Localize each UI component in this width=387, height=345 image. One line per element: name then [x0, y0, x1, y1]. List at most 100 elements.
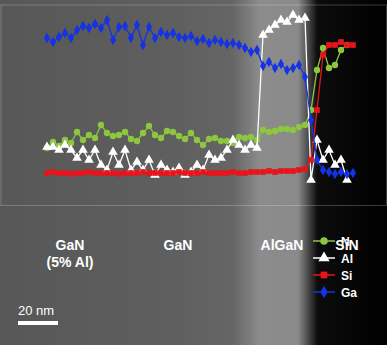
data-point — [314, 67, 320, 73]
data-point — [324, 144, 334, 152]
data-point — [74, 25, 80, 36]
data-point — [98, 122, 104, 128]
data-point — [146, 22, 152, 33]
data-point — [200, 142, 206, 148]
data-point — [248, 134, 254, 140]
data-point — [212, 135, 218, 141]
data-point — [164, 128, 170, 134]
data-point — [44, 170, 50, 176]
data-point — [108, 146, 118, 154]
data-point — [164, 170, 170, 176]
data-point — [332, 169, 338, 180]
data-point — [242, 43, 248, 54]
data-point — [116, 22, 122, 33]
data-point — [50, 169, 56, 175]
data-point — [96, 159, 106, 167]
data-point — [62, 170, 68, 176]
data-point — [182, 170, 188, 176]
data-point — [228, 134, 238, 142]
legend-item: Si — [313, 269, 352, 283]
data-point — [122, 21, 128, 32]
data-point — [218, 138, 224, 144]
legend-marker — [320, 237, 328, 245]
data-point — [110, 133, 116, 139]
data-point — [320, 165, 326, 176]
data-point — [188, 31, 194, 42]
region-label-line: AlGaN — [261, 237, 304, 253]
data-point — [218, 170, 224, 176]
data-point — [140, 40, 146, 51]
region-label: AlGaN — [261, 237, 304, 253]
data-point — [204, 149, 214, 157]
region-label-line: (5% Al) — [47, 254, 94, 270]
data-point — [230, 38, 236, 49]
data-point — [234, 139, 244, 147]
data-point — [344, 42, 350, 48]
data-point — [338, 39, 344, 45]
data-point — [116, 171, 122, 177]
data-point — [296, 60, 302, 71]
data-point — [284, 168, 290, 174]
data-point — [212, 35, 218, 46]
data-point — [120, 144, 130, 152]
data-point — [344, 169, 350, 180]
data-point — [132, 156, 142, 164]
data-point — [288, 9, 298, 17]
series-line — [47, 45, 347, 148]
data-point — [326, 42, 332, 48]
data-point — [218, 37, 224, 48]
data-point — [68, 33, 74, 44]
data-point — [84, 154, 94, 162]
data-point — [332, 42, 338, 48]
axis-line — [1, 6, 2, 206]
data-point — [92, 135, 98, 141]
data-point — [86, 23, 92, 34]
region-label-line: GaN — [56, 237, 85, 253]
legend-item: Al — [313, 251, 353, 265]
data-point — [68, 171, 74, 177]
series-line — [47, 15, 347, 180]
data-point — [248, 47, 254, 58]
data-point — [278, 59, 284, 70]
data-point — [242, 170, 248, 176]
data-point — [302, 72, 308, 83]
axis-line — [1, 205, 387, 206]
data-point — [98, 23, 104, 34]
data-point — [194, 137, 200, 143]
data-point — [182, 33, 188, 44]
data-point — [80, 21, 86, 32]
data-point — [314, 107, 320, 113]
data-point — [164, 30, 170, 41]
data-point — [176, 133, 182, 139]
data-point — [60, 139, 70, 147]
data-point — [86, 169, 92, 175]
data-point — [128, 136, 134, 142]
background — [0, 0, 387, 345]
data-point — [284, 65, 290, 76]
data-point — [152, 33, 158, 44]
data-point — [152, 170, 158, 176]
data-point — [134, 20, 140, 31]
data-point — [200, 169, 206, 175]
data-point — [252, 142, 262, 150]
data-point — [152, 132, 158, 138]
data-point — [266, 129, 272, 135]
data-point — [114, 159, 124, 167]
data-point — [350, 42, 356, 48]
data-point — [332, 62, 338, 68]
data-point — [176, 32, 182, 43]
series-line — [47, 42, 353, 174]
data-point — [336, 154, 346, 162]
data-point — [90, 144, 100, 152]
region-label: GaN — [164, 237, 193, 253]
legend-marker — [318, 251, 329, 261]
data-point — [272, 128, 278, 134]
data-point — [158, 135, 164, 141]
data-point — [192, 159, 202, 167]
data-point — [92, 19, 98, 30]
data-point — [158, 27, 164, 38]
legend-label: Al — [341, 252, 353, 266]
scale-bar — [18, 321, 58, 325]
data-point — [308, 157, 314, 163]
data-point — [158, 170, 164, 176]
